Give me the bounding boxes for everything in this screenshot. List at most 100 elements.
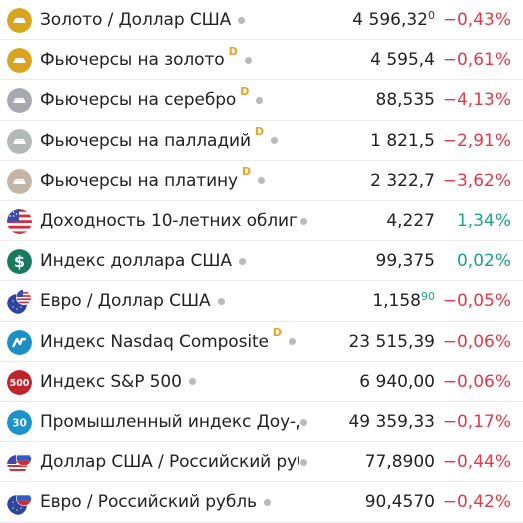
market-status-dot bbox=[244, 56, 252, 64]
market-status-dot bbox=[263, 498, 271, 506]
market-status-dot bbox=[188, 378, 196, 386]
last-price: 1,158 90 bbox=[372, 281, 435, 321]
symbol-name-cell: Индекс доллара США bbox=[40, 241, 308, 281]
symbol-name[interactable]: Доходность 10-летних облигаций США bbox=[40, 211, 299, 231]
last-price: 77,8900 bbox=[365, 442, 435, 482]
gold-bar-icon bbox=[7, 48, 32, 74]
eu-us-flag-icon bbox=[7, 289, 32, 315]
last-price-value: 23 515,39 bbox=[348, 331, 435, 352]
symbol-row[interactable]: Доллар США / Российский рубль 77,8900 −0,4… bbox=[0, 442, 523, 483]
last-price-fraction: 90 bbox=[421, 289, 435, 303]
last-price-value: 4 596,32 bbox=[352, 10, 428, 30]
last-price-value: 1 821,5 bbox=[370, 130, 435, 151]
change-percent: −0,43% bbox=[442, 10, 511, 30]
last-price-value: 1,158 bbox=[372, 291, 421, 312]
symbol-row[interactable]: Фьючерсы на серебро D 88,535 −4,13% bbox=[0, 80, 523, 121]
symbol-row[interactable]: Золото / Доллар США 4 596,32 0 −0,43% bbox=[0, 0, 523, 41]
last-price: 4,227 bbox=[386, 201, 435, 241]
market-status-dot bbox=[300, 218, 307, 225]
symbol-name-cell: Фьючерсы на золото D bbox=[40, 40, 308, 80]
market-status-dot bbox=[289, 338, 297, 346]
symbol-name[interactable]: Доллар США / Российский рубль bbox=[40, 452, 299, 473]
symbol-name-cell: Индекс S&P 500 bbox=[40, 362, 308, 402]
symbol-row[interactable]: Доходность 10-летних облигаций США 4,227 1… bbox=[0, 201, 523, 242]
symbol-name[interactable]: Золото / Доллар США bbox=[40, 10, 232, 30]
svg-text:30: 30 bbox=[12, 418, 27, 430]
last-price: 88,535 bbox=[376, 80, 435, 120]
symbol-row[interactable]: 500 Индекс S&P 500 6 940,00 −0,06% bbox=[0, 362, 523, 402]
symbol-row[interactable]: Фьючерсы на платину D 2 322,7 −3,62% bbox=[0, 161, 523, 201]
last-price-value: 88,535 bbox=[375, 90, 435, 111]
market-status-dot bbox=[300, 459, 307, 467]
svg-text:500: 500 bbox=[10, 378, 30, 389]
change-percent: −0,06% bbox=[442, 371, 511, 392]
last-price-fraction: 0 bbox=[428, 8, 435, 22]
last-price: 49 359,33 bbox=[348, 402, 435, 442]
last-price: 2 322,7 bbox=[370, 161, 435, 201]
gold-bar-icon bbox=[7, 8, 32, 33]
delayed-data-badge: D bbox=[228, 44, 238, 58]
symbol-name-cell: Золото / Доллар США bbox=[40, 0, 308, 40]
market-status-dot bbox=[217, 297, 225, 305]
symbol-name-cell: Доходность 10-летних облигаций США bbox=[40, 201, 299, 241]
symbol-name[interactable]: Евро / Доллар США bbox=[40, 291, 211, 312]
symbol-name[interactable]: Промышленный индекс Доу-Джонса bbox=[40, 412, 299, 432]
change-percent: 1,34% bbox=[456, 211, 511, 231]
last-price: 4 596,32 0 bbox=[352, 0, 435, 40]
change-percent: −0,06% bbox=[442, 331, 511, 352]
market-status-dot bbox=[271, 137, 279, 145]
symbol-name[interactable]: Индекс доллара США bbox=[40, 251, 232, 272]
symbol-name-cell: Евро / Российский рубль bbox=[40, 482, 308, 522]
symbol-row[interactable]: $ Индекс доллара США 99,375 0,02% bbox=[0, 241, 523, 282]
change-percent: −4,13% bbox=[442, 90, 511, 111]
symbol-name[interactable]: Фьючерсы на палладий bbox=[40, 130, 251, 151]
last-price: 90,4570 bbox=[365, 482, 435, 522]
last-price: 23 515,39 bbox=[348, 322, 435, 362]
symbol-name[interactable]: Индекс Nasdaq Composite bbox=[40, 331, 269, 352]
us-ru-flag-icon bbox=[7, 450, 32, 476]
symbol-row[interactable]: Фьючерсы на палладий D 1 821,5 −2,91% bbox=[0, 121, 523, 161]
delayed-data-badge: D bbox=[240, 84, 250, 98]
market-status-dot bbox=[238, 16, 246, 24]
symbol-name[interactable]: Индекс S&P 500 bbox=[40, 371, 182, 392]
change-percent: −0,61% bbox=[442, 50, 511, 71]
symbol-name-cell: Промышленный индекс Доу-Джонса bbox=[40, 402, 299, 442]
market-status-dot bbox=[258, 177, 266, 185]
symbol-name[interactable]: Фьючерсы на серебро bbox=[40, 90, 237, 111]
last-price: 4 595,4 bbox=[370, 40, 435, 80]
symbol-name-cell: Фьючерсы на серебро D bbox=[40, 80, 308, 120]
sp500-icon: 500 bbox=[7, 369, 32, 395]
dow-jones-icon: 30 bbox=[7, 410, 32, 435]
dollar-icon: $ bbox=[7, 249, 32, 275]
last-price: 99,375 bbox=[376, 241, 435, 281]
symbol-row[interactable]: Индекс Nasdaq Composite D 23 515,39 −0,06% bbox=[0, 322, 523, 362]
last-price-value: 4,227 bbox=[386, 211, 435, 231]
delayed-data-badge: D bbox=[254, 125, 265, 139]
symbol-name[interactable]: Фьючерсы на платину bbox=[40, 170, 238, 191]
last-price-value: 6 940,00 bbox=[359, 371, 435, 392]
symbol-row[interactable]: 30 Промышленный индекс Доу-Джонса 49 359,3… bbox=[0, 402, 523, 443]
last-price-value: 4 595,4 bbox=[370, 50, 435, 71]
symbol-name-cell: Евро / Доллар США bbox=[40, 281, 308, 321]
symbol-name-cell: Фьючерсы на палладий D bbox=[40, 121, 308, 161]
change-percent: −2,91% bbox=[442, 130, 511, 151]
market-status-dot bbox=[300, 419, 307, 426]
change-percent: −0,17% bbox=[442, 412, 511, 432]
change-percent: −0,05% bbox=[442, 291, 511, 312]
symbol-row[interactable]: Фьючерсы на золото D 4 595,4 −0,61% bbox=[0, 40, 523, 81]
palladium-bar-icon bbox=[7, 128, 32, 154]
symbol-row[interactable]: Евро / Доллар США 1,158 90 −0,05% bbox=[0, 281, 523, 322]
change-percent: −0,42% bbox=[442, 492, 511, 513]
last-price-value: 77,8900 bbox=[364, 452, 435, 473]
market-status-dot bbox=[256, 96, 264, 104]
change-percent: −3,62% bbox=[442, 170, 511, 191]
last-price: 6 940,00 bbox=[359, 362, 435, 402]
eu-ru-flag-icon bbox=[7, 490, 32, 516]
symbol-row[interactable]: Евро / Российский рубль 90,4570 −0,42% bbox=[0, 482, 523, 523]
silver-bar-icon bbox=[7, 88, 32, 114]
symbol-name[interactable]: Фьючерсы на золото bbox=[40, 50, 225, 71]
delayed-data-badge: D bbox=[272, 326, 283, 340]
last-price-value: 49 359,33 bbox=[348, 412, 435, 432]
symbol-name[interactable]: Евро / Российский рубль bbox=[40, 492, 257, 513]
